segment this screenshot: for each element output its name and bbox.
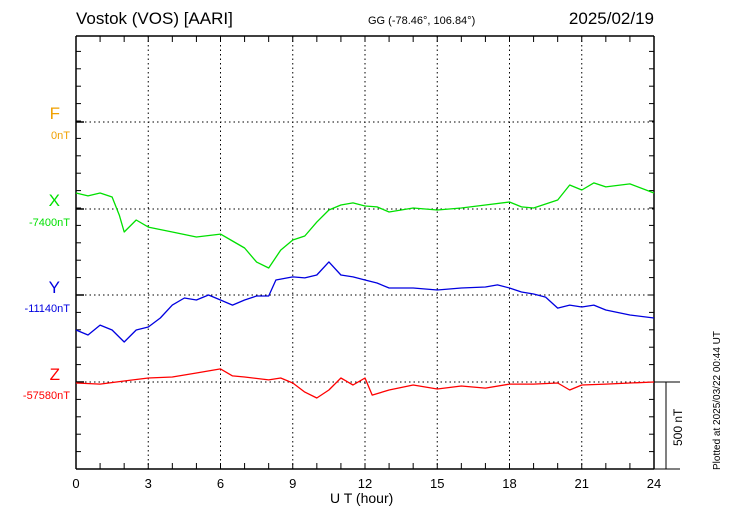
x-tick-label: 21 [575,476,589,491]
x-tick-label: 24 [647,476,661,491]
x-tick-label: 0 [72,476,79,491]
baseline-label-y: -11140nT [24,303,70,315]
baseline-label-f: 0nT [51,130,70,142]
baseline-label-x: -7400nT [29,217,70,229]
plotted-timestamp: Plotted at 2025/03/22 00:44 UT [712,331,723,470]
series-line-x [75,182,655,269]
component-label-f: F [49,104,60,123]
baseline-label-z: -57580nT [22,390,70,402]
component-label-z: Z [49,365,60,384]
component-label-x: X [48,191,60,210]
station-title: Vostok (VOS) [AARI] [76,9,233,28]
x-tick-label: 15 [430,476,444,491]
x-tick-label: 3 [145,476,152,491]
x-tick-label: 18 [502,476,516,491]
x-tick-label: 12 [358,476,372,491]
component-label-y: Y [48,278,60,297]
series-line-y [75,261,655,343]
x-tick-label: 9 [289,476,296,491]
scale-bar-label: 500 nT [671,408,685,446]
x-axis-label: U T (hour) [330,490,394,506]
x-tick-label: 6 [217,476,224,491]
plot-date: 2025/02/19 [568,9,654,28]
series-line-z [75,368,655,399]
geographic-coords: GG (-78.46°, 106.84°) [368,15,476,27]
